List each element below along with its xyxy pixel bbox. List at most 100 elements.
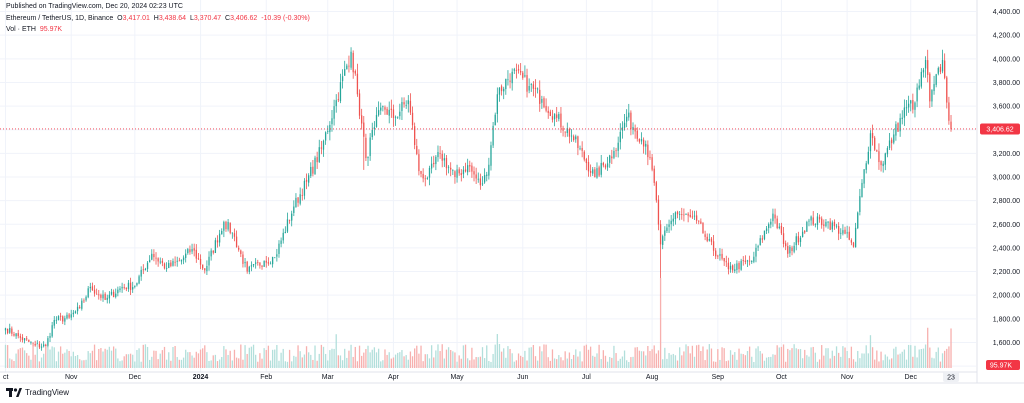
volume-bar [191, 355, 193, 368]
candle-body [242, 254, 244, 264]
volume-bar [314, 345, 316, 368]
candle-body [170, 262, 172, 267]
candle-body [187, 249, 189, 254]
candle-body [874, 137, 876, 150]
y-tick-label: 4,000.00 [993, 56, 1020, 63]
candle-body [780, 225, 783, 234]
candle-body [944, 60, 946, 78]
candle-body [736, 263, 738, 270]
volume-bar [153, 350, 155, 368]
volume-bar [414, 348, 416, 368]
candle-body [119, 288, 121, 291]
candle-body [901, 117, 903, 119]
candle-body [112, 291, 115, 298]
candle-body [723, 258, 725, 262]
candle-body [405, 104, 407, 106]
volume-bar [721, 347, 723, 368]
volume-bar [818, 359, 821, 368]
candle-body [946, 77, 948, 103]
candle-body [91, 286, 94, 291]
volume-bar [804, 349, 806, 368]
candle-body [365, 137, 367, 159]
candle-body [704, 234, 706, 237]
volume-bar [341, 360, 344, 368]
candle-body [38, 343, 41, 348]
volume-bar [782, 344, 785, 368]
volume-bar [216, 361, 219, 368]
volume-bar [780, 346, 783, 368]
volume-bar [647, 345, 649, 368]
x-tick-label: Mar [322, 374, 335, 381]
x-tick-label: ct [3, 374, 9, 381]
candle-body [373, 127, 376, 129]
high-value: 3,438.64 [158, 15, 187, 22]
candle-body [536, 88, 539, 90]
candle-body [494, 114, 496, 126]
candle-body [159, 261, 161, 263]
candle-body [587, 162, 590, 172]
candle-body [30, 341, 32, 343]
volume-bar [206, 352, 208, 368]
volume-bar [104, 348, 106, 368]
volume-bar [668, 353, 670, 368]
candle-body [221, 230, 223, 235]
y-tick-label: 1,600.00 [993, 340, 1020, 347]
candle-body [916, 87, 918, 102]
volume-bar [267, 345, 270, 368]
volume-bar [496, 334, 498, 368]
tradingview-brand[interactable]: TradingView [6, 388, 69, 397]
volume-bar [223, 346, 225, 368]
y-tick-label: 2,400.00 [993, 245, 1020, 252]
volume-bar [117, 358, 119, 368]
volume-bar [193, 357, 195, 368]
candle-body [6, 328, 9, 334]
candle-body [327, 131, 329, 132]
volume-bar [795, 348, 797, 368]
candle-body [895, 124, 897, 136]
candle-body [791, 247, 793, 252]
candle-body [422, 173, 424, 179]
volume-bar [297, 345, 299, 368]
volume-bar [439, 351, 441, 368]
volume-bar [575, 349, 577, 368]
candle-body [922, 69, 925, 73]
volume-bar [524, 350, 526, 368]
candle-body [835, 225, 838, 227]
candle-body [231, 232, 233, 234]
volume-bar [530, 347, 532, 368]
volume-bar [452, 351, 454, 368]
volume-bar [810, 347, 812, 368]
candle-body [161, 260, 164, 263]
volume-bar [132, 354, 134, 368]
candle-body [155, 257, 157, 259]
volume-bar [367, 345, 369, 368]
volume-bar [185, 349, 187, 368]
candle-body [939, 66, 942, 72]
volume-bar [229, 350, 231, 368]
volume-bar [806, 355, 808, 368]
volume-bar [157, 359, 159, 368]
candle-body [142, 269, 144, 271]
volume-bar [74, 355, 77, 368]
candle-body [573, 136, 575, 140]
volume-bar [418, 353, 420, 368]
volume-bar [600, 359, 602, 368]
x-tick-label: Nov [65, 374, 78, 381]
volume-bar [221, 357, 223, 368]
x-tick-label: Dec [905, 374, 918, 381]
candle-body [248, 266, 250, 272]
volume-bar [948, 346, 950, 368]
volume-bar [231, 360, 233, 368]
volume-bar [768, 357, 770, 368]
candle-body [831, 222, 833, 230]
candle-body [452, 170, 454, 172]
candle-body [636, 130, 638, 139]
volume-bar [263, 348, 265, 368]
volume-bar [517, 353, 520, 368]
candle-body [715, 250, 717, 257]
volume-bar [801, 358, 804, 368]
volume-bar [759, 351, 761, 368]
candle-body [698, 220, 700, 222]
volume-bar [944, 350, 946, 368]
